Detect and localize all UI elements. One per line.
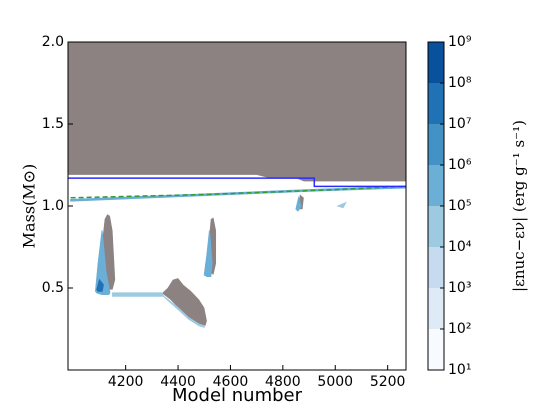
boundary-line: [70, 185, 407, 199]
x-tick-label: 5000: [317, 374, 353, 390]
colorbar-tick-label: 10⁵: [448, 198, 471, 214]
burning-contour: [96, 278, 104, 292]
colorbar-tick-label: 10¹: [448, 362, 471, 378]
x-tick-label: 5200: [370, 374, 406, 390]
y-tick-label: 1.0: [42, 198, 64, 214]
colorbar-tick-label: 10⁹: [448, 34, 472, 50]
colorbar-tick-label: 10⁸: [448, 75, 472, 91]
colorbar-label: |εnuc−εν| (erg g⁻¹ s⁻¹): [510, 120, 528, 292]
colorbar-tick-label: 10⁷: [448, 116, 471, 132]
boundary-line: [68, 177, 406, 188]
burning-contour: [295, 195, 302, 212]
colorbar-band: [428, 206, 444, 247]
burning-contour: [336, 201, 347, 209]
x-tick-label: 4400: [160, 374, 196, 390]
colorbar-band: [428, 83, 444, 124]
colorbar-band: [428, 288, 444, 329]
y-tick-label: 2.0: [42, 34, 64, 50]
burning-contour: [112, 292, 165, 297]
y-tick-label: 1.5: [42, 116, 64, 132]
y-tick-label: 0.5: [42, 280, 64, 296]
colorbar-tick-label: 10⁴: [448, 239, 472, 255]
x-tick-label: 4800: [265, 374, 301, 390]
colorbar-band: [428, 165, 444, 206]
burning-contour: [94, 230, 111, 296]
burning-contour: [163, 295, 205, 329]
colorbar-band: [428, 247, 444, 288]
x-tick-label: 4600: [213, 374, 249, 390]
x-axis-label: Model number: [172, 385, 303, 406]
convective-region: [162, 278, 207, 326]
colorbar-tick-label: 10²: [448, 321, 471, 337]
colorbar-band: [428, 124, 444, 165]
colorbar-tick-label: 10⁶: [448, 157, 472, 173]
colorbar-band: [428, 329, 444, 370]
y-axis-label: Mass(M⊙): [20, 164, 39, 249]
colorbar-band: [428, 42, 444, 83]
burning-contour: [203, 230, 213, 278]
colorbar-tick-label: 10³: [448, 280, 471, 296]
convective-region: [68, 42, 406, 182]
x-tick-label: 4200: [108, 374, 144, 390]
